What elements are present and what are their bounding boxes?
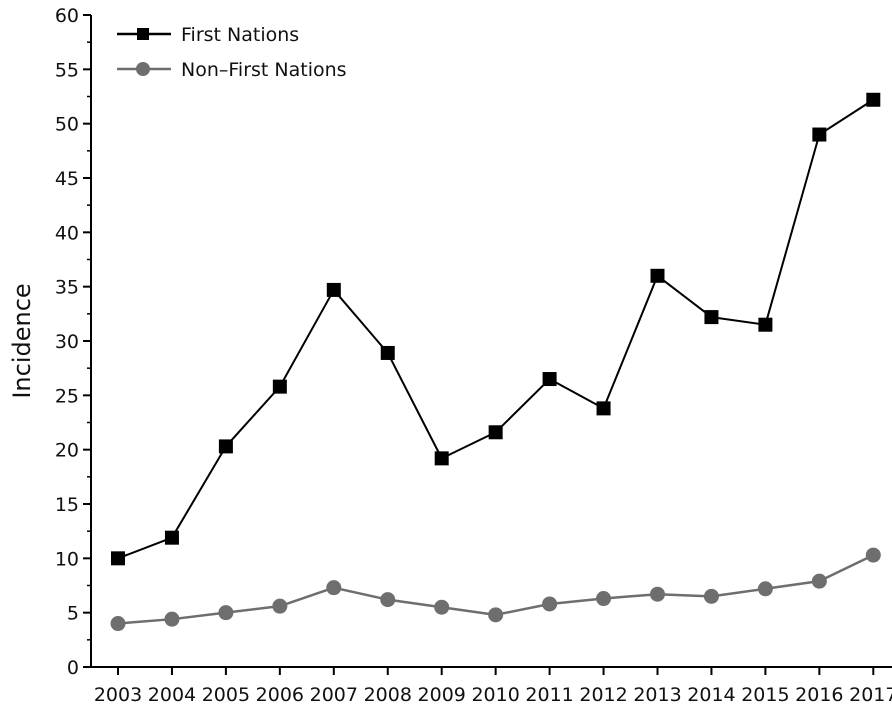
x-tick-label: 2013 <box>633 684 681 706</box>
y-tick-label: 20 <box>55 440 79 462</box>
x-tick-label: 2012 <box>579 684 627 706</box>
data-point-square <box>218 439 233 454</box>
data-point-square <box>596 401 611 416</box>
x-tick-label: 2009 <box>418 684 466 706</box>
data-point-square <box>434 451 449 466</box>
x-tick-label: 2005 <box>202 684 250 706</box>
legend-marker-square <box>137 28 149 40</box>
data-point-square <box>650 268 665 283</box>
data-point-circle <box>542 596 558 612</box>
data-point-square <box>542 372 557 387</box>
data-point-circle <box>596 591 612 607</box>
y-axis-title: Incidence <box>8 283 36 398</box>
data-point-square <box>704 310 719 325</box>
y-tick-label: 55 <box>55 59 79 81</box>
data-point-square <box>326 282 341 297</box>
data-point-square <box>812 127 827 142</box>
x-tick-label: 2011 <box>525 684 573 706</box>
x-tick-label: 2004 <box>148 684 196 706</box>
x-tick-label: 2015 <box>741 684 789 706</box>
data-point-square <box>164 530 179 545</box>
data-point-square <box>272 379 287 394</box>
y-tick-label: 5 <box>67 603 79 625</box>
data-point-square <box>866 92 881 107</box>
x-tick-label: 2007 <box>310 684 358 706</box>
legend: First Nations Non–First Nations <box>117 24 347 81</box>
data-point-square <box>380 345 395 360</box>
y-tick-label: 40 <box>55 222 79 244</box>
x-tick-label: 2017 <box>849 684 892 706</box>
legend-label: First Nations <box>181 24 299 46</box>
data-point-square <box>758 317 773 332</box>
y-tick-label: 10 <box>55 548 79 570</box>
data-point-circle <box>380 592 396 608</box>
y-tick-label: 0 <box>67 657 79 679</box>
data-point-circle <box>488 607 504 623</box>
y-tick-label: 15 <box>55 494 79 516</box>
data-point-circle <box>434 599 450 615</box>
y-tick-label: 30 <box>55 331 79 353</box>
data-point-circle <box>865 547 881 563</box>
legend-label: Non–First Nations <box>181 59 347 81</box>
data-point-circle <box>757 581 773 597</box>
y-tick-label: 45 <box>55 168 79 190</box>
x-tick-label: 2008 <box>364 684 412 706</box>
data-point-circle <box>326 580 342 596</box>
data-point-circle <box>110 616 126 632</box>
data-point-circle <box>650 586 665 602</box>
data-point-square <box>111 551 125 566</box>
series-layer <box>110 92 881 632</box>
x-tick-label: 2016 <box>795 684 843 706</box>
legend-marker-circle <box>136 62 150 76</box>
y-tick-label: 50 <box>55 114 79 136</box>
data-point-circle <box>164 611 180 627</box>
data-point-circle <box>811 573 827 589</box>
data-point-circle <box>218 605 234 621</box>
x-tick-label: 2003 <box>94 684 142 706</box>
x-tick-label: 2010 <box>471 684 519 706</box>
x-tick-label: 2006 <box>256 684 304 706</box>
x-tick-label: 2014 <box>687 684 735 706</box>
data-point-circle <box>272 598 288 614</box>
y-tick-label: 25 <box>55 385 79 407</box>
data-point-circle <box>703 588 719 604</box>
y-tick-label: 35 <box>55 277 79 299</box>
y-tick-label: 60 <box>55 5 79 27</box>
data-point-square <box>488 425 503 440</box>
axes: 0 5 10 15 20 25 30 35 40 45 50 55 60 2003 2004 2005 2006… <box>55 5 892 706</box>
